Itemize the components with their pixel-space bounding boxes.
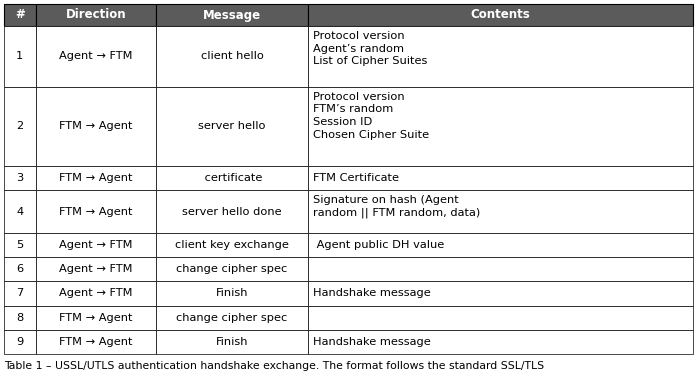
- Text: client hello: client hello: [201, 52, 263, 61]
- Bar: [308, 330, 693, 354]
- Bar: [36, 190, 156, 233]
- Bar: [4, 190, 36, 233]
- Text: FTM → Agent: FTM → Agent: [59, 173, 132, 183]
- Bar: [4, 87, 36, 166]
- Bar: [308, 306, 693, 330]
- Text: FTM → Agent: FTM → Agent: [59, 312, 132, 323]
- Bar: [156, 26, 308, 87]
- Text: Agent → FTM: Agent → FTM: [59, 52, 132, 61]
- Text: Handshake message: Handshake message: [313, 288, 431, 299]
- Bar: [156, 4, 308, 26]
- Text: Agent → FTM: Agent → FTM: [59, 288, 132, 299]
- Text: Protocol version
FTM’s random
Session ID
Chosen Cipher Suite: Protocol version FTM’s random Session ID…: [313, 92, 429, 139]
- Text: Table 1 – USSL/UTLS authentication handshake exchange. The format follows the st: Table 1 – USSL/UTLS authentication hands…: [4, 361, 544, 371]
- Bar: [308, 26, 693, 87]
- Text: 9: 9: [16, 337, 24, 347]
- Text: change cipher spec: change cipher spec: [176, 264, 288, 274]
- Bar: [4, 257, 36, 281]
- Bar: [36, 330, 156, 354]
- Bar: [36, 166, 156, 190]
- Bar: [4, 306, 36, 330]
- Text: 5: 5: [16, 240, 24, 250]
- Bar: [36, 87, 156, 166]
- Text: FTM → Agent: FTM → Agent: [59, 121, 132, 132]
- Bar: [308, 4, 693, 26]
- Text: Handshake message: Handshake message: [313, 337, 431, 347]
- Text: server hello: server hello: [199, 121, 266, 132]
- Text: Signature on hash (Agent
random || FTM random, data): Signature on hash (Agent random || FTM r…: [313, 195, 480, 218]
- Text: Contents: Contents: [470, 9, 530, 21]
- Text: Finish: Finish: [216, 337, 248, 347]
- Text: change cipher spec: change cipher spec: [176, 312, 288, 323]
- Text: certificate: certificate: [201, 173, 263, 183]
- Bar: [36, 26, 156, 87]
- Bar: [156, 190, 308, 233]
- Bar: [156, 306, 308, 330]
- Bar: [4, 233, 36, 257]
- Text: server hello done: server hello done: [182, 206, 282, 217]
- Text: 1: 1: [16, 52, 24, 61]
- Text: Protocol version
Agent’s random
List of Cipher Suites: Protocol version Agent’s random List of …: [313, 31, 427, 66]
- Text: #: #: [15, 9, 24, 21]
- Bar: [156, 281, 308, 306]
- Text: FTM → Agent: FTM → Agent: [59, 337, 132, 347]
- Bar: [36, 281, 156, 306]
- Text: Agent → FTM: Agent → FTM: [59, 264, 132, 274]
- Bar: [36, 257, 156, 281]
- Bar: [308, 233, 693, 257]
- Text: 2: 2: [16, 121, 24, 132]
- Bar: [156, 233, 308, 257]
- Text: 3: 3: [16, 173, 24, 183]
- Text: 4: 4: [16, 206, 24, 217]
- Text: Direction: Direction: [66, 9, 126, 21]
- Bar: [36, 4, 156, 26]
- Bar: [36, 233, 156, 257]
- Bar: [156, 166, 308, 190]
- Bar: [308, 87, 693, 166]
- Text: FTM → Agent: FTM → Agent: [59, 206, 132, 217]
- Bar: [308, 257, 693, 281]
- Text: Finish: Finish: [216, 288, 248, 299]
- Bar: [308, 166, 693, 190]
- Text: FTM Certificate: FTM Certificate: [313, 173, 399, 183]
- Bar: [308, 190, 693, 233]
- Bar: [4, 4, 36, 26]
- Bar: [156, 87, 308, 166]
- Bar: [308, 281, 693, 306]
- Text: Message: Message: [203, 9, 261, 21]
- Text: Agent → FTM: Agent → FTM: [59, 240, 132, 250]
- Bar: [4, 26, 36, 87]
- Bar: [156, 257, 308, 281]
- Text: 6: 6: [16, 264, 24, 274]
- Text: Agent public DH value: Agent public DH value: [313, 240, 444, 250]
- Bar: [156, 330, 308, 354]
- Bar: [4, 166, 36, 190]
- Text: 7: 7: [16, 288, 24, 299]
- Text: client key exchange: client key exchange: [175, 240, 289, 250]
- Text: 8: 8: [16, 312, 24, 323]
- Bar: [4, 330, 36, 354]
- Bar: [36, 306, 156, 330]
- Bar: [4, 281, 36, 306]
